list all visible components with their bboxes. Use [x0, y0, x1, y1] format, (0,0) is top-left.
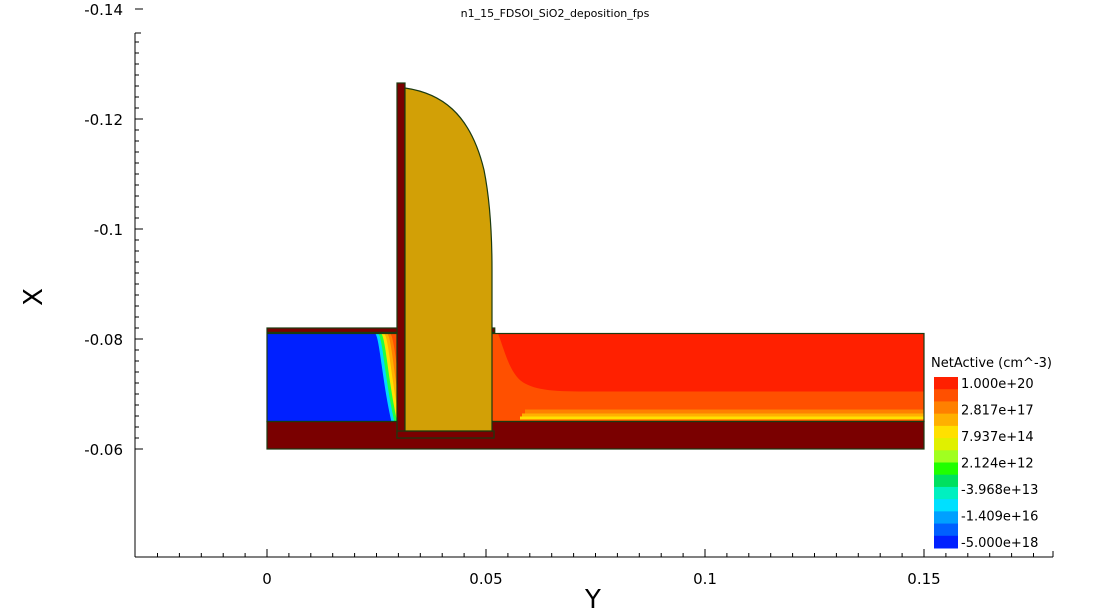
legend-title: NetActive (cm^-3) [931, 356, 1052, 371]
legend-swatch [934, 511, 958, 525]
gate-oxide-region [266, 327, 496, 334]
y-tick-label: -0.06 [84, 441, 123, 459]
doping-contour [530, 391, 924, 410]
silicon-outline [266, 332, 925, 423]
legend-swatch [934, 450, 958, 463]
legend-label: 2.124e+12 [961, 457, 1034, 472]
legend-label: -1.409e+16 [961, 510, 1038, 525]
legend-swatch [934, 462, 958, 476]
doping-contour [520, 416, 924, 420]
spacer-region [404, 87, 493, 432]
y-axis-label: X [19, 288, 49, 306]
legend-label: -3.968e+13 [961, 483, 1038, 498]
x-tick-label: 0 [262, 570, 272, 588]
legend-swatch [934, 499, 958, 512]
legend-labels: 1.000e+20 2.817e+17 7.937e+14 2.124e+12 -3.9… [961, 377, 1038, 551]
x-tick-label: 0.1 [693, 570, 717, 588]
liner-vertical [396, 82, 406, 439]
legend-swatch [934, 523, 958, 537]
buried-oxide-region [266, 420, 925, 450]
legend-swatch [934, 438, 958, 451]
legend-label: -5.000e+18 [961, 536, 1038, 551]
legend-swatch [934, 486, 958, 500]
liner-horizontal [396, 430, 495, 439]
legend-swatch [934, 389, 958, 402]
silicon-doping-field [267, 333, 924, 422]
legend-label: 2.817e+17 [961, 404, 1034, 419]
y-tick-label: -0.1 [94, 221, 123, 239]
legend-colorbar [934, 377, 958, 549]
major-ticks: 0 0.05 0.1 0.15 -0.14 -0.12 -0.1 -0.08 -0.06 [84, 1, 941, 588]
minor-ticks [135, 41, 1034, 557]
legend-swatch [934, 377, 958, 390]
doping-contour [525, 409, 924, 414]
n-plus-core [498, 333, 924, 392]
legend-swatch [934, 474, 958, 488]
legend-swatch [934, 401, 958, 415]
legend-swatch [934, 413, 958, 427]
y-tick-label: -0.12 [84, 111, 123, 129]
device-structure [266, 82, 925, 450]
x-axis-label: Y [584, 585, 601, 614]
axes: 0 0.05 0.1 0.15 -0.14 -0.12 -0.1 -0.08 -0.06 [84, 1, 1054, 588]
legend-label: 7.937e+14 [961, 430, 1034, 445]
chart-title: n1_15_FDSOI_SiO2_deposition_fps [461, 7, 650, 20]
x-tick-label: 0.05 [469, 570, 502, 588]
legend: NetActive (cm^-3) 1.000e+20 2.817e+17 7.93… [931, 356, 1052, 551]
x-tick-label: 0.15 [907, 570, 940, 588]
y-tick-label: -0.08 [84, 331, 123, 349]
legend-swatch [934, 425, 958, 439]
legend-label: 1.000e+20 [961, 377, 1034, 392]
legend-swatch [934, 535, 958, 549]
doping-contour [522, 413, 924, 417]
y-tick-label: -0.14 [84, 1, 123, 19]
